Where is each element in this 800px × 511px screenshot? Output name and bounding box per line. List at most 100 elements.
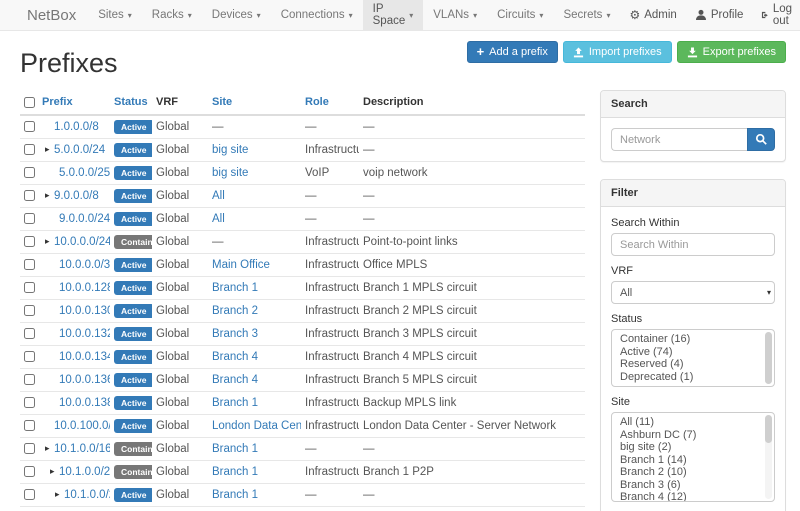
scrollbar-track[interactable] bbox=[765, 415, 772, 499]
prefix-link[interactable]: 10.0.0.134/31 bbox=[59, 351, 110, 363]
netbox-logo[interactable]: NetBox bbox=[27, 6, 77, 24]
site-link[interactable]: big site bbox=[212, 167, 249, 179]
row-checkbox[interactable] bbox=[24, 305, 35, 317]
site-link[interactable]: Branch 3 bbox=[212, 328, 259, 340]
row-checkbox[interactable] bbox=[24, 213, 35, 225]
chevron-down-icon: ▾ bbox=[409, 10, 414, 20]
site-link[interactable]: Branch 4 bbox=[212, 374, 259, 386]
site-link[interactable]: London Data Center bbox=[212, 420, 301, 432]
prefix-link[interactable]: 10.0.0.0/31 bbox=[59, 259, 110, 271]
site-link[interactable]: Branch 1 bbox=[212, 443, 259, 455]
row-checkbox[interactable] bbox=[24, 236, 35, 248]
site-link[interactable]: Branch 4 bbox=[212, 351, 259, 363]
prefix-link[interactable]: 10.0.0.136/31 bbox=[59, 374, 110, 386]
status-option[interactable]: Deprecated (1) bbox=[620, 370, 694, 383]
row-checkbox[interactable] bbox=[24, 466, 35, 478]
profile-link[interactable]: Profile bbox=[686, 0, 753, 30]
status-option[interactable]: Active (74) bbox=[620, 345, 673, 358]
prefix-link[interactable]: 10.0.0.0/24 bbox=[54, 236, 110, 248]
prefix-link[interactable]: 10.0.0.138/31 bbox=[59, 397, 110, 409]
site-option[interactable]: Branch 2 (10) bbox=[620, 466, 687, 478]
column-header-site[interactable]: Site bbox=[208, 90, 301, 116]
nav-menu-item[interactable]: Secrets ▾ bbox=[553, 0, 620, 30]
site-link[interactable]: Branch 2 bbox=[212, 305, 259, 317]
nav-menu-item[interactable]: Circuits ▾ bbox=[487, 0, 553, 30]
row-checkbox[interactable] bbox=[24, 144, 35, 156]
site-option[interactable]: All (11) bbox=[620, 416, 655, 428]
row-checkbox[interactable] bbox=[24, 282, 35, 294]
scrollbar-thumb[interactable] bbox=[765, 415, 772, 443]
site-link[interactable]: Branch 1 bbox=[212, 282, 259, 294]
row-checkbox[interactable] bbox=[24, 420, 35, 432]
site-link[interactable]: All bbox=[212, 213, 225, 225]
row-checkbox[interactable] bbox=[24, 259, 35, 271]
prefix-link[interactable]: 9.0.0.0/24 bbox=[59, 213, 110, 225]
nav-menu-item[interactable]: Sites ▾ bbox=[88, 0, 142, 30]
nav-menu-item[interactable]: Devices ▾ bbox=[202, 0, 271, 30]
select-all-checkbox[interactable] bbox=[24, 96, 35, 108]
site-option[interactable]: Ashburn DC (7) bbox=[620, 428, 697, 441]
nav-menu-item[interactable]: Connections ▾ bbox=[271, 0, 363, 30]
site-link[interactable]: Main Office bbox=[212, 259, 270, 271]
nav-menu-item-label: Sites bbox=[98, 9, 124, 21]
row-checkbox[interactable] bbox=[24, 397, 35, 409]
site-option[interactable]: Branch 3 (6) bbox=[620, 478, 681, 491]
search-button[interactable] bbox=[747, 128, 775, 151]
prefix-link[interactable]: 10.0.0.132/31 bbox=[59, 328, 110, 340]
nav-menu-item[interactable]: Racks ▾ bbox=[142, 0, 202, 30]
row-checkbox[interactable] bbox=[24, 443, 35, 455]
search-within-input[interactable] bbox=[611, 233, 775, 256]
row-checkbox[interactable] bbox=[24, 167, 35, 179]
role-cell: Infrastructure bbox=[301, 322, 359, 346]
row-checkbox[interactable] bbox=[24, 121, 35, 133]
chevron-down-icon: ▾ bbox=[606, 10, 611, 20]
add-prefix-button[interactable]: + Add a prefix bbox=[466, 41, 558, 63]
logout-link[interactable]: Log out bbox=[752, 0, 800, 30]
site-link[interactable]: big site bbox=[212, 144, 249, 156]
column-header-prefix[interactable]: Prefix bbox=[38, 90, 110, 116]
nav-menu-item[interactable]: VLANs ▾ bbox=[423, 0, 487, 30]
prefix-link[interactable]: 10.1.0.0/25 bbox=[64, 489, 110, 501]
prefix-link[interactable]: 1.0.0.0/8 bbox=[54, 121, 99, 133]
status-option[interactable]: Container (16) bbox=[620, 333, 691, 345]
table-row: ▸10.0.0.138/31 Active Global Branch 1 In… bbox=[20, 391, 585, 415]
site-option[interactable]: big site (2) bbox=[620, 441, 672, 453]
status-option[interactable]: Reserved (4) bbox=[620, 358, 684, 370]
status-label: Status bbox=[611, 313, 643, 325]
vrf-select[interactable]: All ▾ bbox=[611, 281, 775, 304]
import-prefixes-label: Import prefixes bbox=[588, 46, 662, 58]
prefix-link[interactable]: 10.0.100.0/24 bbox=[54, 420, 110, 432]
row-checkbox[interactable] bbox=[24, 190, 35, 202]
search-input[interactable] bbox=[611, 128, 748, 151]
prefix-link[interactable]: 10.1.0.0/16 bbox=[54, 443, 110, 455]
prefix-link[interactable]: 10.1.0.0/24 bbox=[59, 466, 110, 478]
site-empty: — bbox=[212, 236, 224, 248]
site-link[interactable]: Branch 1 bbox=[212, 466, 259, 478]
prefix-link[interactable]: 9.0.0.0/8 bbox=[54, 190, 99, 202]
site-link[interactable]: All bbox=[212, 190, 225, 202]
site-link[interactable]: Branch 1 bbox=[212, 489, 259, 501]
scrollbar-track[interactable] bbox=[765, 332, 772, 384]
site-link[interactable]: Branch 1 bbox=[212, 397, 259, 409]
nav-menu-item[interactable]: IP Space ▾ bbox=[362, 0, 424, 30]
site-option[interactable]: Branch 1 (14) bbox=[620, 453, 687, 466]
site-option[interactable]: Branch 4 (12) bbox=[620, 491, 687, 502]
chevron-down-icon: ▾ bbox=[127, 10, 132, 20]
column-header-role[interactable]: Role bbox=[301, 90, 359, 116]
row-checkbox[interactable] bbox=[24, 374, 35, 386]
export-prefixes-button[interactable]: Export prefixes bbox=[676, 41, 786, 63]
prefix-table: Prefix Status VRF Site Role Description bbox=[20, 90, 585, 511]
row-checkbox[interactable] bbox=[24, 328, 35, 340]
prefix-link[interactable]: 10.0.0.130/31 bbox=[59, 305, 110, 317]
prefix-link[interactable]: 5.0.0.0/24 bbox=[54, 144, 106, 156]
row-checkbox[interactable] bbox=[24, 351, 35, 363]
prefix-link[interactable]: 5.0.0.0/25 bbox=[59, 167, 110, 179]
expand-arrow-icon: ▸ bbox=[50, 466, 55, 477]
prefix-link[interactable]: 10.0.0.128/31 bbox=[59, 282, 110, 294]
row-checkbox[interactable] bbox=[24, 489, 35, 501]
column-header-status[interactable]: Status bbox=[110, 90, 152, 116]
import-prefixes-button[interactable]: Import prefixes bbox=[562, 41, 672, 63]
vrf-cell: Global bbox=[152, 138, 208, 162]
admin-link[interactable]: ⚙ Admin bbox=[620, 0, 685, 30]
scrollbar-thumb[interactable] bbox=[765, 332, 772, 384]
